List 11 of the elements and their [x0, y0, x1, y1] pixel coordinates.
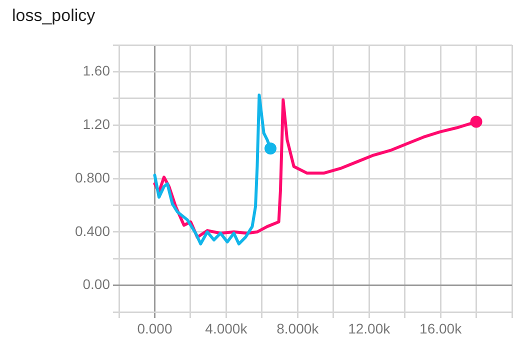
y-tick-label: 1.60 [82, 62, 110, 79]
x-tick-label: 4.000k [205, 320, 248, 336]
y-tick-label: 0.00 [82, 276, 110, 292]
x-tick-label: 0.000 [137, 320, 172, 336]
x-tick-label: 12.00k [348, 320, 392, 336]
y-tick-label: 0.400 [74, 222, 110, 239]
x-tick-label: 8.000k [276, 320, 320, 336]
y-tick-label: 0.800 [74, 169, 110, 186]
chart-title: loss_policy [12, 6, 96, 26]
x-tick-label: 16.00k [420, 320, 463, 336]
y-tick-label: 1.20 [82, 116, 110, 132]
